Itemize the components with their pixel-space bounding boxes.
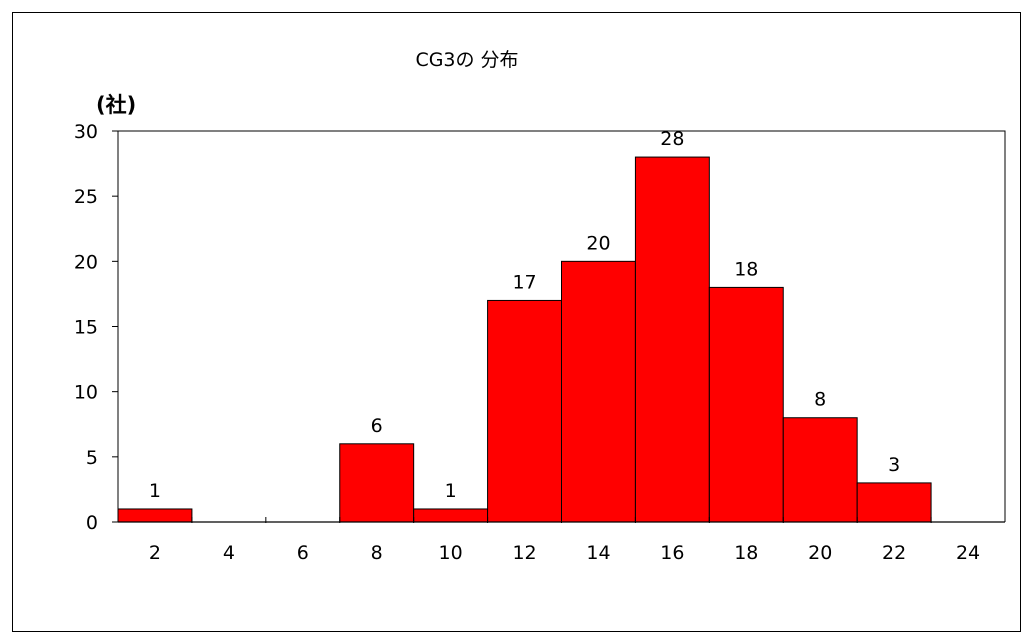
data-label: 1 — [149, 480, 161, 502]
bar — [634, 156, 710, 523]
y-tick-label: 10 — [74, 382, 98, 404]
bar — [117, 508, 193, 523]
bar — [487, 299, 563, 523]
bar — [561, 260, 636, 523]
data-label: 20 — [586, 232, 610, 254]
chart-title: CG3の 分布 — [415, 49, 518, 71]
y-tick-label: 25 — [74, 186, 98, 208]
bar — [856, 482, 932, 523]
data-label: 8 — [814, 389, 826, 411]
x-tick-label: 16 — [660, 542, 684, 564]
y-tick-label: 0 — [86, 512, 98, 534]
data-label: 18 — [734, 258, 758, 280]
data-label: 17 — [512, 271, 536, 293]
x-tick-label: 22 — [882, 542, 906, 564]
bar — [413, 508, 489, 523]
x-tick-label: 20 — [808, 542, 832, 564]
x-tick-label: 14 — [586, 542, 610, 564]
x-tick-label: 8 — [371, 542, 383, 564]
x-tick-label: 24 — [956, 542, 980, 564]
x-tick-label: 10 — [439, 542, 463, 564]
bar — [339, 443, 415, 523]
y-tick-label: 15 — [74, 317, 98, 339]
bar — [708, 286, 784, 523]
x-tick-label: 2 — [149, 542, 161, 564]
bar — [782, 417, 858, 523]
data-label: 3 — [888, 454, 900, 476]
x-tick-label: 6 — [297, 542, 309, 564]
x-tick-label: 4 — [223, 542, 235, 564]
y-tick-label: 20 — [74, 251, 98, 273]
y-tick-label: 5 — [86, 447, 98, 469]
x-tick-label: 12 — [512, 542, 536, 564]
x-tick-label: 18 — [734, 542, 758, 564]
y-tick-label: 30 — [74, 121, 98, 143]
y-axis-unit-label: (社) — [96, 93, 136, 117]
data-label: 28 — [660, 128, 684, 150]
data-label: 6 — [371, 415, 383, 437]
data-label: 1 — [445, 480, 457, 502]
